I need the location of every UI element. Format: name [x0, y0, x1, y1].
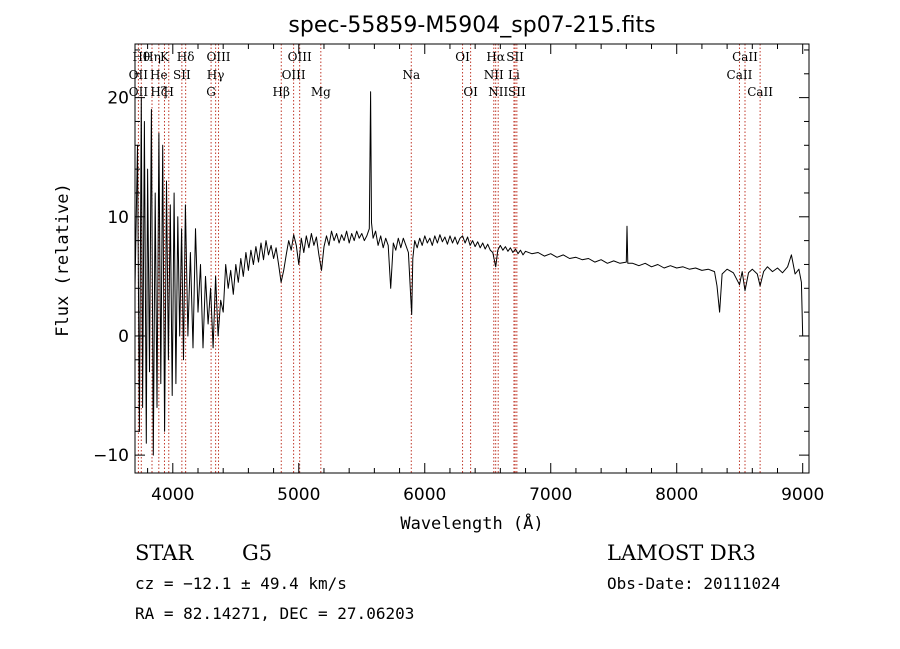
line-label: Mg	[311, 85, 331, 99]
object-class: STAR	[135, 541, 194, 565]
spectral-line-markers	[137, 44, 761, 473]
x-tick-label: 6000	[403, 485, 446, 505]
line-label: OIII	[206, 50, 230, 64]
line-label: Hδ	[177, 50, 195, 64]
line-label: K	[160, 50, 170, 64]
y-axis-label: Flux (relative)	[53, 183, 73, 337]
coordinates-readout: RA = 82.14271, DEC = 27.06203	[135, 604, 414, 623]
y-tick-label: 10	[107, 208, 129, 228]
y-tick-label: −10	[93, 446, 129, 466]
line-label: OIII	[288, 50, 312, 64]
line-label: OI	[463, 85, 478, 99]
line-label: CaII	[732, 50, 758, 64]
line-label: CaII	[747, 85, 773, 99]
y-tick-label: 0	[118, 327, 129, 347]
line-label: He	[150, 68, 168, 82]
line-label: H	[164, 85, 174, 99]
line-label: SII	[173, 68, 191, 82]
x-tick-label: 4000	[151, 485, 194, 505]
line-label: Na	[402, 68, 420, 82]
chart-title: spec-55859-M5904_sp07-215.fits	[288, 13, 655, 38]
line-label: OIII	[282, 68, 306, 82]
velocity-readout: cz = −12.1 ± 49.4 km/s	[135, 574, 347, 593]
y-tick-label: 20	[107, 89, 129, 109]
x-tick-label: 7000	[529, 485, 572, 505]
axis-ticks: 4000 5000 6000 7000 8000 9000 −10 0 10 20	[93, 44, 824, 505]
line-label: OII	[129, 85, 149, 99]
line-label: Li	[508, 68, 520, 82]
x-tick-label: 8000	[655, 485, 698, 505]
x-axis-label: Wavelength (Å)	[400, 512, 543, 534]
line-label: CaII	[727, 68, 753, 82]
line-label: Hβ	[273, 85, 290, 99]
x-tick-label: 9000	[781, 485, 824, 505]
object-subclass: G5	[242, 541, 272, 565]
line-label: Hη	[143, 50, 161, 64]
x-tick-label: 5000	[277, 485, 320, 505]
survey-name: LAMOST DR3	[607, 541, 756, 565]
line-label: SII	[508, 85, 526, 99]
line-label: SII	[506, 50, 524, 64]
line-label: OI	[455, 50, 470, 64]
flux-series-line	[134, 91, 804, 456]
line-label: Hα	[486, 50, 505, 64]
observation-date: Obs-Date: 20111024	[607, 574, 780, 593]
plot-frame	[134, 43, 810, 474]
line-label: Hθ	[132, 50, 150, 64]
line-label: NII	[488, 85, 508, 99]
line-label: Hγ	[207, 68, 225, 82]
line-label: NII	[484, 68, 504, 82]
line-label: Hζ	[150, 85, 167, 99]
line-label: G	[206, 85, 216, 99]
line-label: OII	[129, 68, 149, 82]
